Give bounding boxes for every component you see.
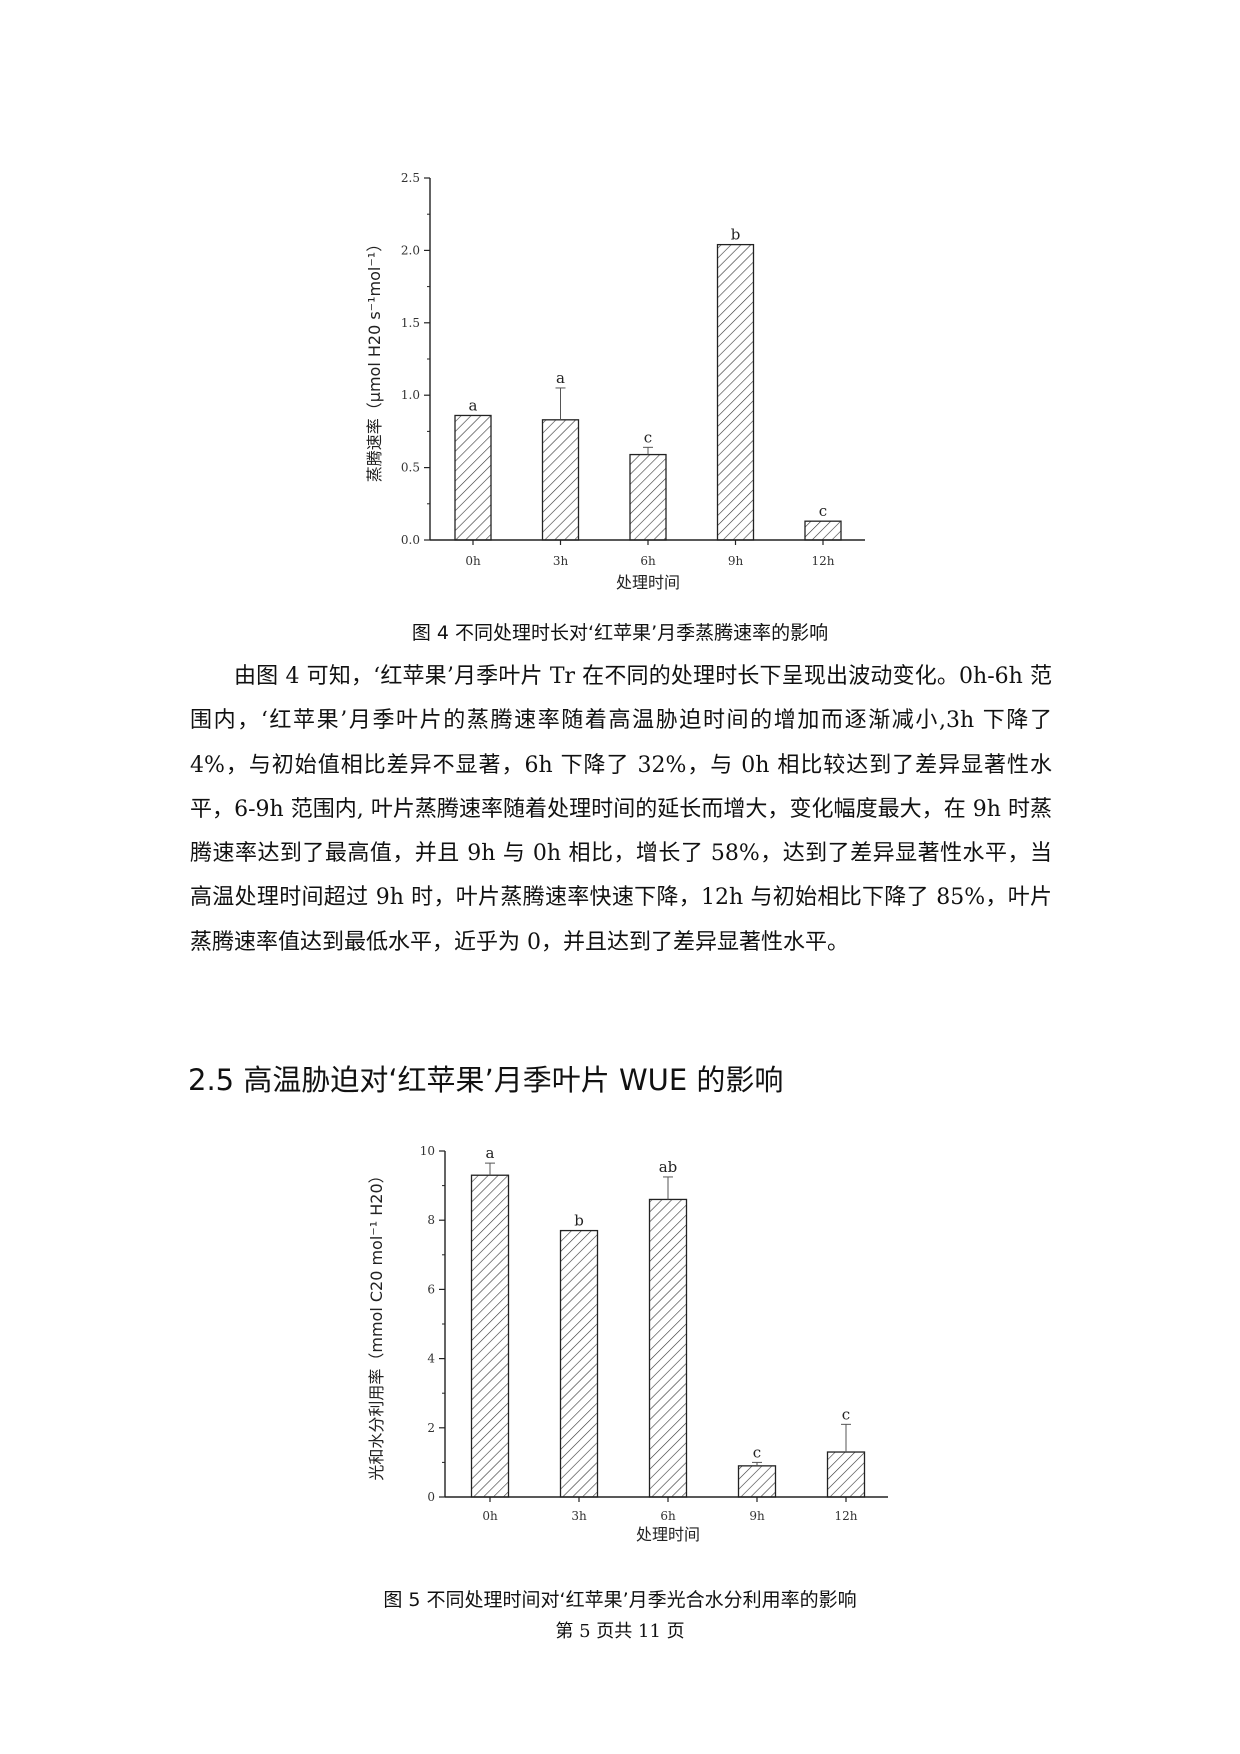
x-tick-label: 6h <box>660 1509 676 1523</box>
significance-label: c <box>753 1443 761 1461</box>
x-tick-label: 3h <box>553 554 569 568</box>
y-tick-label: 6 <box>427 1282 435 1296</box>
y-tick-label: 1.5 <box>401 316 420 330</box>
bar <box>629 453 667 541</box>
x-axis-title: 处理时间 <box>616 573 680 592</box>
x-tick-label: 9h <box>728 554 744 568</box>
section-heading: 2.5 高温胁迫对‘红苹果’月季叶片 WUE 的影响 <box>188 1063 784 1097</box>
x-tick-label: 12h <box>812 554 835 568</box>
significance-label: a <box>486 1144 495 1162</box>
figure-4-chart: 0.0 0.5 1.0 1.5 2.0 2.5 a 0h a 3h c 6h b 9h c 12h 处理时间 蒸腾… <box>360 160 880 600</box>
y-tick-label: 10 <box>420 1144 435 1158</box>
y-tick-label: 2.0 <box>401 243 420 257</box>
significance-label: c <box>842 1405 850 1423</box>
bar <box>470 1174 510 1498</box>
bar <box>454 414 492 541</box>
x-tick-label: 6h <box>640 554 656 568</box>
x-tick-label: 12h <box>835 1509 858 1523</box>
significance-label: b <box>574 1212 584 1230</box>
figure-5-svg: 0 2 4 6 8 10 a 0h b 3h ab 6h c 9h c 12h 处理时间 光和水分利用率（mmol… <box>367 1144 888 1544</box>
y-tick-label: 0 <box>427 1490 435 1504</box>
bar <box>559 1229 599 1498</box>
y-tick-label: 2 <box>427 1421 435 1435</box>
bar <box>804 520 842 541</box>
bar <box>737 1465 777 1498</box>
bar <box>648 1198 688 1498</box>
significance-label: c <box>819 502 827 520</box>
significance-label: ab <box>659 1158 678 1176</box>
paragraph-text: 由图 4 可知，‘红苹果’月季叶片 Tr 在不同的处理时长下呈现出波动变化。0h… <box>190 664 1052 955</box>
y-tick-label: 2.5 <box>401 171 420 185</box>
figure-5-chart: 0 2 4 6 8 10 a 0h b 3h ab 6h c 9h c 12h 处理时间 光和水分利用率（mmol… <box>360 1125 900 1550</box>
x-tick-label: 0h <box>465 554 481 568</box>
x-tick-label: 0h <box>482 1509 498 1523</box>
y-axis-title: 蒸腾速率（μmol H20 s⁻¹mol⁻¹） <box>365 236 384 482</box>
y-tick-label: 0.0 <box>401 533 420 547</box>
y-tick-label: 8 <box>427 1213 435 1227</box>
significance-label: a <box>469 396 478 414</box>
bar <box>716 243 755 541</box>
x-tick-label: 9h <box>749 1509 765 1523</box>
bar <box>826 1451 866 1498</box>
figure-4-svg: 0.0 0.5 1.0 1.5 2.0 2.5 a 0h a 3h c 6h b 9h c 12h 处理时间 蒸腾… <box>365 171 865 592</box>
x-tick-label: 3h <box>571 1509 587 1523</box>
figure-5-caption: 图 5 不同处理时间对‘红苹果’月季光合水分利用率的影响 <box>383 1589 857 1611</box>
body-paragraph: 由图 4 可知，‘红苹果’月季叶片 Tr 在不同的处理时长下呈现出波动变化。0h… <box>190 655 1052 965</box>
page-number: 第 5 页共 11 页 <box>555 1621 685 1642</box>
significance-label: c <box>644 428 652 446</box>
significance-label: b <box>731 226 741 244</box>
significance-label: a <box>556 369 565 387</box>
y-tick-label: 0.5 <box>401 461 420 475</box>
y-tick-label: 1.0 <box>401 388 420 402</box>
bar <box>541 419 580 541</box>
y-axis-title: 光和水分利用率（mmol C20 mol⁻¹ H20） <box>367 1167 386 1480</box>
x-axis-title: 处理时间 <box>636 1525 700 1544</box>
y-tick-label: 4 <box>427 1352 435 1366</box>
figure-4-caption: 图 4 不同处理时长对‘红苹果’月季蒸腾速率的影响 <box>411 622 829 644</box>
